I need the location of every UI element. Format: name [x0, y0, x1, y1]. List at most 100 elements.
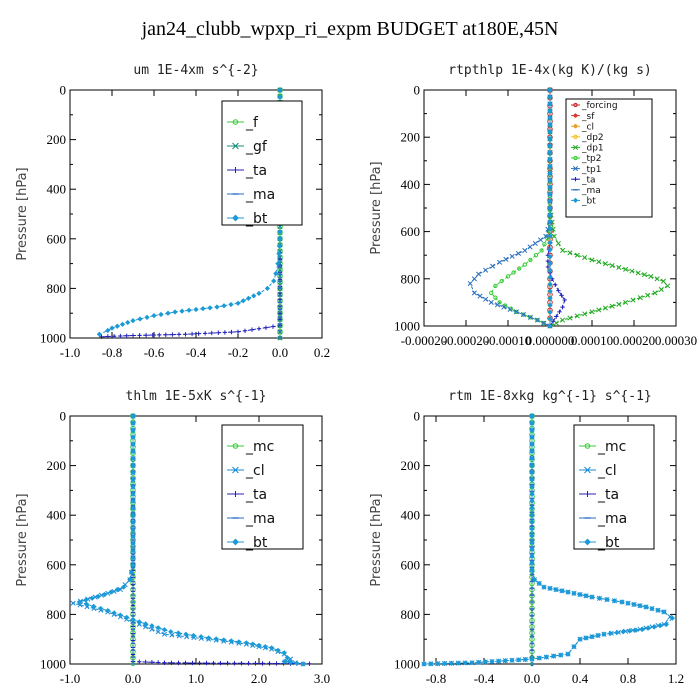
- data-point: [186, 307, 192, 313]
- legend-item: _cl: [579, 463, 617, 479]
- legend-marker: [572, 144, 579, 150]
- data-point: [130, 555, 136, 561]
- data-point: [557, 309, 562, 315]
- data-point: [497, 300, 502, 305]
- data-point: [493, 295, 498, 300]
- y-tick-label: 0: [60, 409, 67, 424]
- data-point: [582, 311, 588, 317]
- data-point: [493, 283, 498, 289]
- data-point: [243, 640, 250, 646]
- data-point: [209, 330, 214, 336]
- legend-marker: [232, 167, 239, 173]
- data-point: [574, 313, 580, 319]
- data-point: [547, 156, 553, 163]
- data-point: [542, 242, 547, 247]
- data-point: [130, 616, 136, 623]
- y-tick-label: 600: [47, 231, 67, 246]
- data-point: [137, 316, 143, 322]
- data-point: [574, 252, 580, 258]
- data-point: [130, 441, 136, 447]
- legend-marker: [584, 466, 591, 474]
- data-point: [95, 593, 101, 600]
- data-point: [547, 198, 553, 204]
- data-point: [529, 512, 535, 518]
- data-point: [620, 629, 626, 635]
- data-point: [262, 644, 268, 650]
- legend-label: _dp2: [581, 133, 604, 143]
- legend-label: _mc: [245, 439, 274, 455]
- data-point: [637, 603, 643, 609]
- data-point: [158, 311, 164, 318]
- data-point: [531, 577, 538, 583]
- panel-title: thlm 1E-5xK s^{-1}: [126, 389, 267, 404]
- data-point: [276, 251, 282, 257]
- data-point: [271, 278, 277, 284]
- data-point: [529, 413, 535, 419]
- data-point: [128, 569, 135, 575]
- legend-marker: [573, 155, 578, 161]
- data-point: [539, 248, 544, 253]
- series-line: [132, 416, 310, 665]
- data-point: [197, 660, 202, 666]
- data-point: [168, 629, 174, 635]
- data-point: [529, 519, 535, 525]
- data-point: [648, 273, 654, 279]
- data-point: [136, 619, 142, 625]
- data-point: [471, 276, 477, 282]
- data-point: [616, 301, 622, 307]
- data-point: [547, 87, 553, 93]
- legend-label: _dp1: [581, 144, 604, 154]
- data-point: [144, 314, 150, 320]
- data-point: [547, 253, 553, 260]
- data-point: [651, 624, 658, 630]
- data-point: [529, 462, 535, 469]
- data-point: [471, 290, 477, 296]
- legend-item: _ma: [571, 186, 601, 196]
- legend: _mc _cl _ta _ma _bt: [221, 424, 304, 551]
- series-line: [423, 416, 674, 665]
- data-point: [511, 270, 516, 275]
- data-point: [91, 603, 97, 609]
- legend-item: _ma: [579, 511, 627, 527]
- panel-title: um 1E-4xm s^{-2}: [133, 63, 258, 78]
- data-point: [555, 240, 561, 246]
- data-point: [157, 332, 162, 338]
- data-point: [105, 327, 111, 334]
- y-tick-label: 400: [47, 508, 67, 523]
- data-point: [130, 477, 136, 483]
- data-point: [560, 247, 566, 254]
- x-tick-label: -0.4: [186, 345, 207, 360]
- data-point: [483, 267, 489, 273]
- data-point: [242, 328, 248, 333]
- data-point: [183, 660, 188, 666]
- data-point: [529, 455, 535, 462]
- y-tick-label: 800: [47, 607, 67, 622]
- data-point: [502, 658, 508, 664]
- y-tick-label: 200: [47, 132, 67, 147]
- legend-item: _gf: [227, 139, 268, 155]
- data-point: [307, 661, 312, 666]
- data-point: [652, 290, 658, 296]
- data-point: [476, 659, 482, 665]
- data-point: [109, 325, 115, 331]
- data-point: [596, 595, 603, 601]
- legend-label: _ma: [245, 187, 275, 203]
- data-point: [547, 184, 553, 190]
- data-point: [601, 631, 607, 637]
- data-point: [547, 101, 553, 107]
- data-point: [589, 594, 595, 600]
- legend-item: _mc: [227, 439, 274, 455]
- panel-3: thlm 1E-5xK s^{-1} Pressure [hPa] 0 200 400 6…: [15, 389, 330, 686]
- data-point: [204, 660, 209, 666]
- data-point: [114, 586, 120, 593]
- data-point: [162, 660, 167, 665]
- panel-2: rtpthlp 1E-4x(kg K)/(kg s) Pressure [hPa]…: [369, 63, 697, 348]
- data-point: [582, 255, 588, 261]
- y-axis-label: Pressure [hPa]: [369, 161, 384, 254]
- legend-label: _gf: [245, 139, 268, 155]
- data-point: [503, 256, 509, 262]
- legend-marker: [573, 134, 578, 139]
- data-point: [124, 614, 130, 621]
- legend-label: _mc: [597, 439, 626, 455]
- data-point: [547, 288, 553, 294]
